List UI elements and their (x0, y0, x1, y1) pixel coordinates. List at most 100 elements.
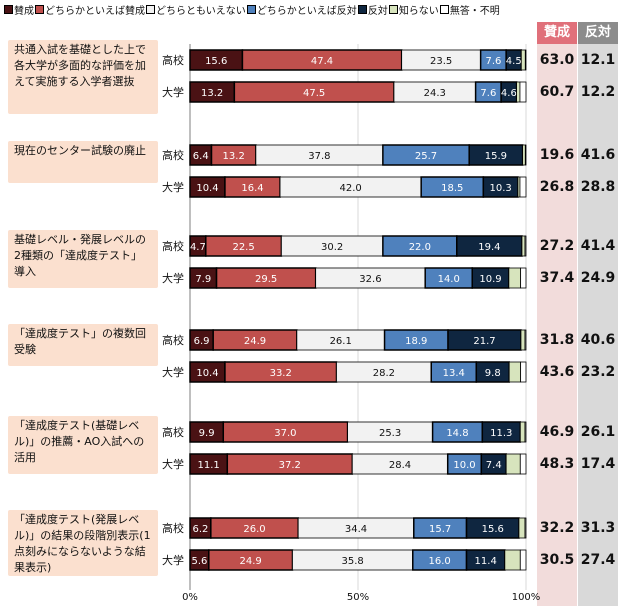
agree-column-bg (537, 24, 577, 606)
bar-segment (519, 453, 527, 475)
agree-total: 32.2 (539, 520, 575, 536)
bar-segment (516, 81, 521, 103)
disagree-column-bg (578, 24, 618, 606)
data-label: 4.7 (190, 242, 206, 253)
legend-swatch (246, 5, 256, 14)
data-label: 10.0 (453, 460, 475, 471)
bar-segment (519, 176, 527, 198)
disagree-total: 40.6 (580, 332, 616, 348)
data-label: 22.5 (232, 242, 254, 253)
data-label: 4.5 (506, 56, 522, 67)
data-label: 18.5 (441, 183, 463, 194)
question-label: 現在のセンター試験の廃止 (8, 141, 158, 183)
disagree-total: 41.6 (580, 147, 616, 163)
question-label: 共通入試を基礎とした上で各大学が多面的な評価を加えて実施する入学者選抜 (8, 40, 158, 114)
bar-segment (524, 421, 527, 443)
disagree-total: 41.4 (580, 238, 616, 254)
data-label: 13.2 (223, 151, 245, 162)
data-label: 6.2 (192, 524, 208, 535)
data-label: 47.5 (303, 88, 325, 99)
data-label: 21.7 (473, 336, 495, 347)
agree-total: 60.7 (539, 84, 575, 100)
row-label: 高校 (162, 239, 184, 253)
bar-segment (524, 144, 527, 166)
data-label: 26.0 (243, 524, 265, 535)
question-label: 「達成度テスト(発展レベル)」の結果の段階別表示(1点刻みにならないような結果表… (8, 510, 158, 576)
agree-total: 48.3 (539, 456, 575, 472)
bar-segment (521, 235, 526, 257)
data-label: 14.8 (446, 428, 468, 439)
row-label: 大学 (162, 85, 184, 99)
x-tick-label: 0% (182, 592, 198, 603)
row-label: 大学 (162, 553, 184, 567)
agree-column-header: 賛成 (537, 22, 577, 44)
legend-item: どちらかといえば反対 (246, 5, 357, 17)
data-label: 9.9 (199, 428, 215, 439)
legend-label: 反対 (367, 6, 388, 17)
question-label: 基礎レベル・発展レベルの2種類の「達成度テスト」導入 (8, 230, 158, 288)
data-label: 28.2 (373, 368, 395, 379)
legend-label: どちらかといえば反対 (256, 6, 357, 17)
agree-total: 63.0 (539, 52, 575, 68)
data-label: 16.0 (429, 556, 451, 567)
agree-total: 43.6 (539, 364, 575, 380)
bar-segment (524, 49, 527, 71)
data-label: 28.4 (389, 460, 411, 471)
data-label: 42.0 (339, 183, 361, 194)
data-label: 9.8 (485, 368, 501, 379)
disagree-total: 12.1 (580, 52, 616, 68)
question-label: 「達成度テスト(基礎レベル)」の推薦・AO入試への活用 (8, 416, 158, 474)
data-label: 7.6 (485, 56, 501, 67)
data-label: 11.3 (490, 428, 512, 439)
data-label: 37.8 (308, 151, 330, 162)
agree-total: 30.5 (539, 552, 575, 568)
legend-swatch (439, 5, 449, 14)
data-label: 11.1 (198, 460, 220, 471)
data-label: 19.4 (478, 242, 500, 253)
data-label: 25.7 (415, 151, 437, 162)
data-label: 32.6 (359, 274, 381, 285)
legend-item: 知らない (388, 5, 439, 17)
data-label: 10.4 (196, 183, 218, 194)
data-label: 10.9 (479, 274, 501, 285)
data-label: 22.0 (409, 242, 431, 253)
data-label: 11.4 (475, 556, 497, 567)
agree-total: 27.2 (539, 238, 575, 254)
disagree-total: 31.3 (580, 520, 616, 536)
data-label: 7.4 (486, 460, 502, 471)
disagree-total: 12.2 (580, 84, 616, 100)
legend-item: どちらかといえば賛成 (35, 5, 145, 17)
data-label: 15.6 (482, 524, 504, 535)
bar-segment (519, 421, 526, 443)
data-label: 24.9 (244, 336, 266, 347)
disagree-total: 26.1 (580, 424, 616, 440)
disagree-total: 28.8 (580, 179, 616, 195)
data-label: 18.9 (405, 336, 427, 347)
bar-segment (520, 49, 526, 71)
bar-segment (504, 549, 521, 571)
data-label: 25.3 (379, 428, 401, 439)
bar-segment (508, 361, 522, 383)
data-label: 6.9 (194, 336, 210, 347)
data-label: 15.7 (429, 524, 451, 535)
row-label: 大学 (162, 180, 184, 194)
legend-swatch (35, 5, 44, 14)
bar-segment (522, 144, 526, 166)
disagree-total: 24.9 (580, 270, 616, 286)
legend-label: 無答・不明 (449, 6, 500, 17)
row-label: 高校 (162, 333, 184, 347)
row-label: 大学 (162, 457, 184, 471)
data-label: 24.3 (424, 88, 446, 99)
data-label: 15.6 (205, 56, 227, 67)
data-label: 13.4 (443, 368, 465, 379)
disagree-total: 17.4 (580, 456, 616, 472)
disagree-total: 23.2 (580, 364, 616, 380)
bar-segment (524, 235, 527, 257)
data-label: 35.8 (341, 556, 363, 567)
agree-total: 37.4 (539, 270, 575, 286)
agree-total: 31.8 (539, 332, 575, 348)
legend-item: 反対 (357, 5, 388, 17)
legend-label: 賛成 (14, 6, 34, 17)
data-label: 15.9 (485, 151, 507, 162)
data-label: 16.4 (241, 183, 263, 194)
